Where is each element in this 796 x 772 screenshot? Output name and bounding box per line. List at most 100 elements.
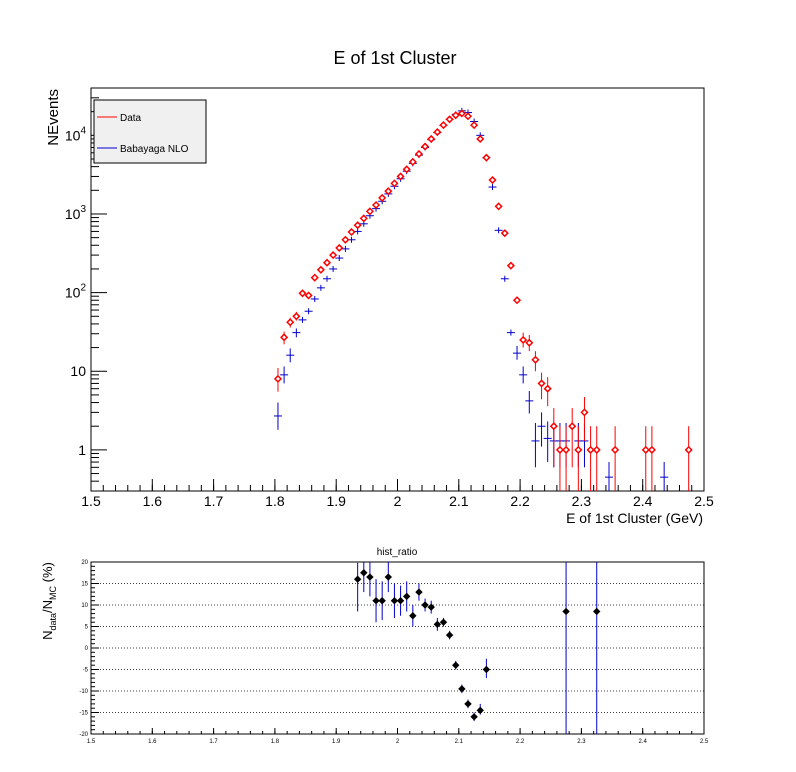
data-point	[451, 111, 460, 120]
data-point	[310, 273, 319, 282]
y-tick-label: -20	[79, 732, 88, 738]
data-point	[316, 265, 325, 274]
data-point	[531, 355, 540, 364]
x-tick-label: 2.2	[516, 739, 525, 745]
ratio-grid	[91, 583, 704, 713]
ratio-point	[415, 588, 423, 596]
ratio-point	[427, 603, 435, 611]
ylabel-n: N	[40, 630, 55, 639]
y-tick-label: 10	[81, 603, 88, 609]
data-point	[329, 251, 338, 260]
ratio-point	[458, 685, 466, 693]
y-tick-label: 0	[85, 646, 89, 652]
data-point	[371, 200, 381, 210]
data-point	[457, 109, 466, 118]
main-title: E of 1st Cluster	[333, 48, 456, 68]
x-tick-label: 1.7	[204, 493, 224, 509]
x-tick-label: 2.4	[639, 739, 648, 745]
legend: Data Babayaga NLO	[93, 99, 207, 164]
data-point	[512, 296, 522, 305]
data-point	[476, 134, 485, 144]
x-tick-label: 2.3	[572, 493, 592, 509]
x-tick-label: 1.5	[81, 493, 101, 509]
data-point	[641, 445, 650, 454]
y-tick-label: 15	[81, 582, 88, 588]
ratio-point	[562, 607, 570, 616]
data-point	[347, 227, 356, 237]
main-data-series	[273, 107, 693, 491]
data-point	[482, 153, 491, 162]
data-point	[280, 333, 289, 342]
ratio-x-ticks: 1.5 1.6 1.7 1.8 1.9 2 2.1 2.2 2.3 2.4 2.5	[87, 728, 709, 745]
data-point	[335, 243, 344, 252]
ratio-point	[409, 612, 417, 620]
ratio-point	[378, 596, 386, 605]
ratio-point	[353, 575, 362, 583]
ratio-point	[396, 596, 405, 605]
ylabel-unit: (%)	[40, 562, 55, 586]
x-tick-label: 2.1	[455, 739, 464, 745]
x-tick-label: 2	[396, 739, 400, 745]
data-point	[647, 445, 656, 454]
x-tick-label: 2.1	[449, 493, 469, 509]
ratio-point	[464, 700, 472, 708]
data-point	[292, 312, 301, 321]
x-tick-label: 1.8	[271, 739, 280, 745]
data-point	[341, 235, 350, 244]
data-point	[384, 187, 393, 196]
data-point	[519, 335, 528, 345]
data-point	[525, 338, 534, 347]
main-x-axis-label: E of 1st Cluster (GeV)	[566, 510, 703, 526]
data-point	[488, 175, 497, 185]
x-tick-label: 1.9	[326, 493, 346, 509]
ylabel-sub-data: data	[48, 613, 58, 631]
data-point	[298, 289, 307, 298]
y-tick-label: 10	[70, 363, 86, 379]
y-tick-label: 104	[65, 125, 87, 143]
data-point	[500, 229, 509, 238]
data-point	[359, 214, 368, 223]
ratio-point	[366, 573, 374, 581]
x-tick-label: 1.7	[209, 739, 218, 745]
main-plot: E of 1st Cluster 1.5 1.6 1.7 1.8 1.9 2 2.1 2.2 2…	[45, 48, 714, 526]
y-tick-label: -15	[79, 711, 88, 717]
ratio-point	[452, 661, 460, 669]
data-point	[684, 445, 693, 454]
data-point	[304, 291, 313, 300]
x-tick-label: 2.3	[577, 739, 586, 745]
data-point	[322, 258, 332, 267]
data-point	[549, 422, 558, 431]
data-point	[408, 157, 417, 166]
ratio-point	[470, 713, 478, 721]
ratio-title: hist_ratio	[377, 547, 418, 558]
ylabel-sub-mc: MC	[48, 585, 58, 599]
main-y-axis-label: NEvents	[45, 89, 62, 146]
y-tick-label: 5	[85, 625, 89, 631]
ratio-plot: hist_ratio 1.5 1.6 1.7 1.8 1.9 2 2.1 2.2 2.3 2.4 2…	[40, 547, 709, 745]
data-point	[427, 134, 436, 144]
legend-box	[93, 99, 207, 164]
data-point	[506, 261, 515, 270]
x-tick-label: 2.4	[633, 493, 653, 509]
main-x-ticks: 1.5 1.6 1.7 1.8 1.9 2 2.1 2.2 2.3 2.4 2.5	[81, 479, 714, 509]
data-point	[611, 445, 620, 454]
ratio-point	[476, 706, 484, 715]
x-tick-label: 2	[394, 493, 402, 509]
ratio-point	[482, 665, 491, 674]
data-point	[562, 445, 571, 454]
x-tick-label: 2.5	[700, 739, 709, 745]
data-point	[543, 384, 552, 393]
y-tick-label: 103	[65, 204, 87, 222]
ratio-point	[439, 618, 448, 626]
data-point	[378, 193, 387, 202]
ratio-point	[372, 596, 380, 605]
x-tick-label: 2.2	[510, 493, 530, 509]
x-tick-label: 1.6	[143, 493, 163, 509]
data-point	[494, 202, 503, 211]
data-point	[568, 422, 577, 431]
data-point	[353, 221, 362, 230]
ratio-y-ticks: -20 -15 -10 -5 0 5 10 15 20	[79, 560, 99, 738]
data-point	[286, 318, 295, 327]
x-tick-label: 1.5	[87, 739, 96, 745]
